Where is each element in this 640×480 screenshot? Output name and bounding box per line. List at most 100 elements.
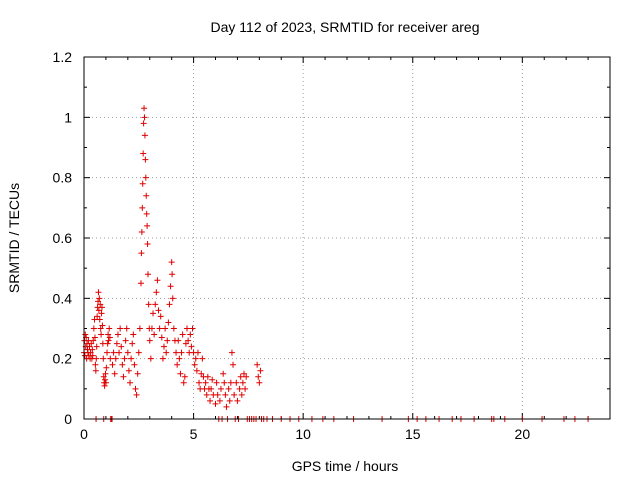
data-point bbox=[90, 325, 97, 332]
data-point bbox=[242, 385, 249, 392]
data-point bbox=[177, 370, 184, 377]
data-point bbox=[98, 304, 105, 311]
data-point bbox=[127, 379, 134, 386]
data-point bbox=[145, 301, 152, 308]
data-point bbox=[143, 210, 150, 217]
data-point bbox=[105, 331, 112, 338]
data-point bbox=[238, 391, 245, 398]
plot-frame bbox=[83, 56, 611, 420]
data-point bbox=[199, 355, 206, 362]
data-point bbox=[91, 316, 98, 323]
data-point bbox=[179, 331, 186, 338]
data-point bbox=[95, 298, 102, 305]
data-point bbox=[236, 385, 243, 392]
data-point bbox=[102, 370, 109, 377]
data-point bbox=[138, 250, 145, 257]
data-point bbox=[207, 397, 214, 404]
data-point bbox=[155, 307, 162, 314]
data-point bbox=[233, 379, 240, 386]
data-point bbox=[256, 379, 263, 386]
data-point bbox=[189, 325, 196, 332]
data-point bbox=[163, 349, 170, 356]
grid-lines bbox=[84, 57, 610, 419]
data-point bbox=[118, 343, 125, 350]
data-point bbox=[130, 331, 137, 338]
data-point bbox=[255, 373, 262, 380]
data-point bbox=[136, 325, 143, 332]
data-point bbox=[96, 295, 103, 302]
data-point bbox=[144, 241, 151, 248]
y-tick-label: 0.4 bbox=[53, 290, 73, 306]
data-point bbox=[222, 391, 229, 398]
data-point bbox=[187, 331, 194, 338]
data-point bbox=[148, 325, 155, 332]
data-point bbox=[230, 361, 237, 368]
data-point bbox=[140, 120, 147, 127]
data-point bbox=[178, 349, 185, 356]
data-point bbox=[137, 280, 144, 287]
data-point bbox=[104, 349, 111, 356]
data-point bbox=[160, 343, 167, 350]
data-point bbox=[184, 325, 191, 332]
x-tick-label: 20 bbox=[515, 426, 531, 442]
data-point bbox=[170, 325, 177, 332]
data-point bbox=[202, 379, 209, 386]
x-tick-label: 0 bbox=[80, 426, 88, 442]
data-point bbox=[168, 259, 175, 266]
data-point bbox=[132, 385, 139, 392]
data-point bbox=[162, 325, 169, 332]
data-point bbox=[220, 370, 227, 377]
data-point bbox=[124, 349, 131, 356]
data-point bbox=[123, 325, 130, 332]
data-point bbox=[231, 391, 238, 398]
data-point bbox=[117, 325, 124, 332]
data-point bbox=[113, 340, 120, 347]
data-point bbox=[213, 379, 220, 386]
data-point bbox=[109, 361, 116, 368]
data-point bbox=[101, 382, 108, 389]
data-point bbox=[147, 355, 154, 362]
data-point bbox=[150, 310, 157, 317]
data-point bbox=[97, 301, 104, 308]
y-tick-label: 1.2 bbox=[53, 49, 73, 65]
data-point bbox=[196, 379, 203, 386]
data-point bbox=[214, 391, 221, 398]
data-point bbox=[96, 316, 103, 323]
data-point bbox=[122, 337, 129, 344]
data-point bbox=[165, 319, 172, 326]
data-point bbox=[216, 397, 223, 404]
data-point bbox=[135, 349, 142, 356]
data-point bbox=[92, 367, 99, 374]
data-point bbox=[106, 334, 113, 341]
data-point bbox=[142, 174, 149, 181]
x-axis-label: GPS time / hours bbox=[292, 458, 399, 474]
y-tick-label: 0 bbox=[64, 411, 72, 427]
data-point bbox=[240, 370, 247, 377]
data-point bbox=[89, 346, 96, 353]
data-point bbox=[138, 228, 145, 235]
x-tick-label: 5 bbox=[190, 426, 198, 442]
data-point bbox=[157, 313, 164, 320]
data-point bbox=[112, 355, 119, 362]
data-point bbox=[98, 331, 105, 338]
data-point bbox=[139, 204, 146, 211]
data-points bbox=[81, 105, 592, 422]
x-tick-label: 10 bbox=[295, 426, 311, 442]
y-tick-label: 1 bbox=[64, 109, 72, 125]
data-point bbox=[227, 379, 234, 386]
y-axis-label: SRMTID / TECUs bbox=[6, 183, 22, 293]
data-point bbox=[243, 373, 250, 380]
data-point bbox=[151, 331, 158, 338]
data-point bbox=[198, 370, 205, 377]
data-point bbox=[158, 334, 165, 341]
data-point bbox=[129, 340, 136, 347]
data-point bbox=[111, 370, 118, 377]
x-tick-label: 15 bbox=[405, 426, 421, 442]
data-point bbox=[125, 367, 132, 374]
data-point bbox=[144, 222, 151, 229]
data-point bbox=[95, 307, 102, 314]
data-point bbox=[86, 343, 93, 350]
data-point bbox=[239, 379, 246, 386]
data-point bbox=[188, 343, 195, 350]
